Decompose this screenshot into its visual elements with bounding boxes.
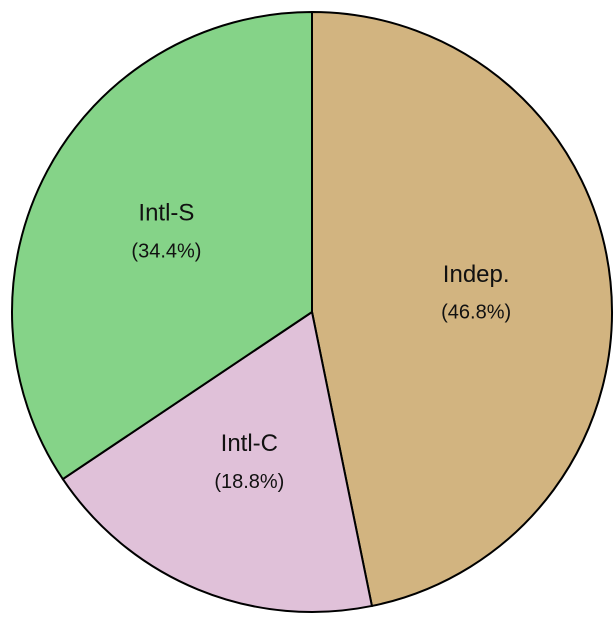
slice-label: Intl-C xyxy=(221,430,278,457)
slice-label: Intl-S xyxy=(138,200,194,227)
pie-slice xyxy=(11,10,313,481)
pie-slice xyxy=(61,310,374,613)
slice-value-label: (46.8%) xyxy=(441,302,511,324)
pie-slice xyxy=(311,10,613,608)
slice-value-label: (34.4%) xyxy=(131,241,201,263)
slice-value-label: (18.8%) xyxy=(214,471,284,493)
slice-label: Indep. xyxy=(443,261,510,288)
